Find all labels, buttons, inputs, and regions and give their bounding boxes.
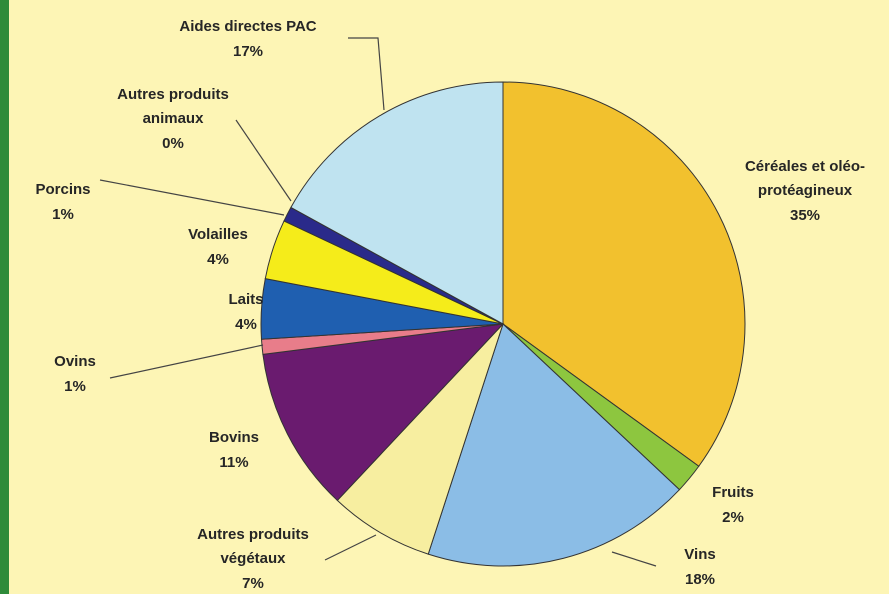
value-label: 1% (64, 378, 86, 395)
value-label: 35% (790, 207, 820, 224)
slice (502, 81, 746, 467)
slice-label: Bovins (209, 429, 259, 446)
slice (427, 323, 681, 567)
leader-line (109, 344, 264, 379)
slice-label: Aides directes PAC (179, 18, 316, 35)
value-label: 11% (219, 454, 248, 471)
leader-line (235, 119, 292, 202)
labels: Céréales et oléo-protéagineux 35% Fruits 2%… (35, 18, 865, 592)
slice-label: Laits (228, 291, 263, 308)
leader-line (611, 551, 657, 567)
slice-label: Autres produits (197, 526, 309, 543)
slice-label: végétaux (220, 550, 286, 567)
value-label: 17% (233, 43, 263, 60)
value-label: 1% (52, 206, 74, 223)
slice (262, 323, 505, 502)
leader-line (99, 179, 285, 216)
value-label: 2% (722, 509, 744, 526)
value-label: 18% (685, 571, 715, 588)
slice (290, 81, 504, 325)
leader-line (324, 534, 377, 561)
slice-label: protéagineux (758, 182, 853, 199)
value-label: 7% (242, 575, 264, 592)
value-label: 4% (235, 316, 257, 333)
value-label: 4% (207, 251, 229, 268)
slice-label: Céréales et oléo- (745, 158, 865, 175)
leader-line (348, 37, 385, 111)
slice-label: Autres produits (117, 86, 229, 103)
slice-label: Fruits (712, 484, 754, 501)
value-label: 0% (162, 135, 184, 152)
slice-label: Porcins (35, 181, 90, 198)
slice-label: Vins (684, 546, 715, 563)
slice-label: Ovins (54, 353, 96, 370)
left-border (0, 0, 9, 594)
slice (336, 323, 504, 555)
slice-label: animaux (143, 110, 205, 127)
slice-label: Volailles (188, 226, 248, 243)
pie (260, 81, 746, 567)
